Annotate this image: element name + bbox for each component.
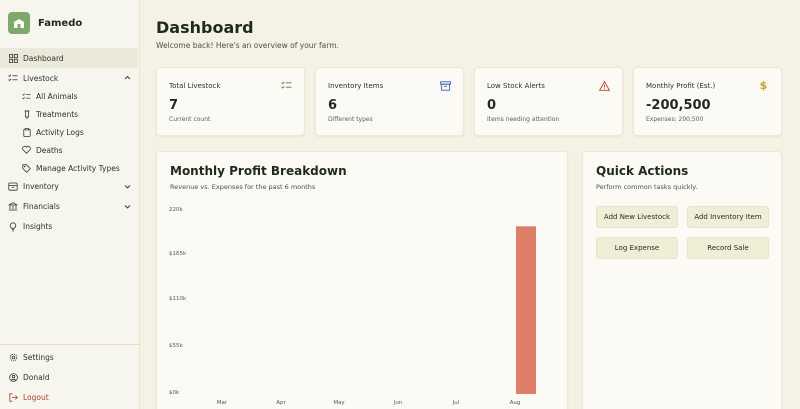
bar-aug-series-1 (516, 226, 536, 394)
checklist-icon (281, 80, 292, 91)
sidebar-item-dashboard[interactable]: Dashboard (0, 48, 138, 68)
sidebar-footer: Settings Donald Logout (0, 344, 140, 407)
x-tick-label: Mar (216, 400, 228, 406)
stat-caption: Items needing attention (487, 116, 560, 123)
syringe-icon (22, 110, 31, 120)
stat-caption: Different types (328, 116, 373, 123)
x-tick-label: Jul (452, 400, 460, 406)
stat-value: 6 (328, 98, 338, 113)
list-check-icon (22, 92, 31, 101)
sidebar-item-inventory[interactable]: Inventory (0, 177, 140, 197)
add-new-livestock-button[interactable]: Add New Livestock (596, 206, 678, 228)
y-tick-label: $55k (169, 343, 183, 349)
bank-icon (8, 202, 18, 212)
x-tick-label: Aug (509, 400, 521, 406)
archive-box-icon (440, 80, 451, 91)
sidebar-item-settings[interactable]: Settings (0, 347, 140, 367)
box-icon (8, 182, 18, 192)
chart-subtitle: Revenue vs. Expenses for the past 6 mont… (170, 183, 316, 191)
lightbulb-icon (8, 222, 18, 232)
x-tick-label: Jun (393, 400, 403, 406)
y-tick-label: $110k (169, 296, 187, 302)
sidebar-item-label: Manage Activity Types (36, 163, 120, 173)
gear-icon (8, 352, 18, 362)
sidebar-item-livestock[interactable]: Livestock (0, 68, 140, 88)
stat-value: -200,500 (646, 98, 711, 113)
stat-title: Monthly Profit (Est.) (646, 82, 716, 90)
x-tick-label: May (333, 400, 345, 406)
farm-logo-icon (8, 12, 30, 34)
sidebar-item-logout[interactable]: Logout (0, 387, 140, 407)
page-title: Dashboard (156, 18, 254, 37)
sidebar-item-label: Financials (23, 202, 60, 212)
sidebar-item-manage-activity-types[interactable]: Manage Activity Types (0, 159, 140, 177)
sidebar-item-financials[interactable]: Financials (0, 197, 140, 217)
sidebar-item-label: Treatments (36, 110, 79, 120)
stat-value: 7 (169, 98, 179, 113)
heart-icon (22, 146, 31, 155)
sidebar-item-label: Logout (23, 392, 49, 402)
grid-icon (8, 53, 18, 63)
sidebar-item-label: Activity Logs (36, 127, 84, 137)
logout-icon (8, 392, 18, 402)
stat-card-low-stock-alerts: Low Stock Alerts 0 Items needing attenti… (474, 67, 623, 136)
chevron-down-icon (124, 205, 131, 209)
chevron-up-icon (124, 75, 131, 80)
page-subtitle: Welcome back! Here's an overview of your… (156, 41, 339, 50)
record-sale-button[interactable]: Record Sale (687, 237, 769, 259)
list-check-icon (8, 73, 18, 83)
stat-title: Low Stock Alerts (487, 82, 545, 90)
y-tick-label: 220k (169, 207, 183, 213)
sidebar-item-label: Deaths (36, 145, 63, 155)
sidebar-item-label: Settings (23, 352, 54, 362)
sidebar: Famedo Dashboard Livestock All Animals (0, 0, 140, 409)
quick-actions-subtitle: Perform common tasks quickly. (596, 183, 698, 191)
y-tick-label: $0k (169, 390, 180, 396)
sidebar-item-deaths[interactable]: Deaths (0, 141, 140, 159)
sidebar-item-label: All Animals (36, 92, 78, 102)
quick-actions-panel: Quick Actions Perform common tasks quick… (582, 151, 782, 409)
stat-value: 0 (487, 98, 497, 113)
add-inventory-item-button[interactable]: Add Inventory Item (687, 206, 769, 228)
sidebar-item-treatments[interactable]: Treatments (0, 106, 140, 124)
stat-caption: Current count (169, 116, 211, 123)
sidebar-item-label: Donald (23, 372, 50, 382)
sidebar-item-label: Dashboard (23, 53, 64, 63)
brand[interactable]: Famedo (8, 12, 82, 34)
stat-card-inventory-items: Inventory Items 6 Different types (315, 67, 464, 136)
main-content: Dashboard Welcome back! Here's an overvi… (140, 0, 800, 409)
x-tick-label: Apr (276, 400, 286, 406)
sidebar-item-label: Livestock (23, 73, 59, 83)
sidebar-item-activity-logs[interactable]: Activity Logs (0, 124, 140, 142)
stat-card-total-livestock: Total Livestock 7 Current count (156, 67, 305, 136)
stat-card-monthly-profit: Monthly Profit (Est.) $ -200,500 Expense… (633, 67, 782, 136)
stat-title: Total Livestock (169, 82, 221, 90)
log-expense-button[interactable]: Log Expense (596, 237, 678, 259)
stat-title: Inventory Items (328, 82, 384, 90)
sidebar-item-insights[interactable]: Insights (0, 217, 140, 237)
app-name: Famedo (38, 17, 83, 29)
chart-plot-area (516, 226, 536, 394)
stat-caption: Expenses: 200,500 (646, 116, 704, 123)
sidebar-item-label: Insights (23, 222, 53, 232)
chart-panel: Monthly Profit Breakdown Revenue vs. Exp… (156, 151, 568, 409)
chevron-down-icon (124, 185, 131, 189)
chart-title: Monthly Profit Breakdown (170, 164, 347, 178)
warning-triangle-icon (599, 80, 610, 91)
dollar-icon: $ (759, 79, 768, 92)
y-tick-label: $165k (169, 251, 187, 257)
quick-actions-title: Quick Actions (596, 164, 689, 178)
tag-icon (22, 163, 31, 173)
sidebar-item-all-animals[interactable]: All Animals (0, 88, 140, 106)
sidebar-item-label: Inventory (23, 182, 59, 192)
clipboard-icon (22, 128, 31, 137)
user-circle-icon (8, 372, 18, 382)
sidebar-item-user[interactable]: Donald (0, 367, 140, 387)
sidebar-nav: Dashboard Livestock All Animals Treatmen… (0, 48, 140, 237)
